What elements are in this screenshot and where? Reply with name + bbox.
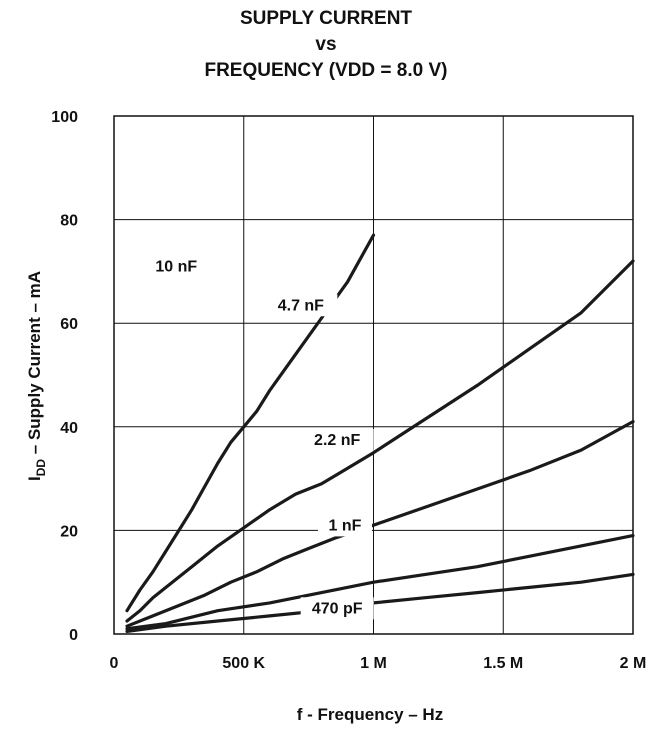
y-axis-label-rest: – Supply Current – mA: [25, 271, 44, 459]
series-labels: 10 nF 4.7 nF 2.2 nF 1 nF 470 pF: [144, 255, 374, 620]
series-line-3: [125, 533, 635, 631]
y-tick-label-1: 20: [60, 523, 78, 540]
series-line-4: [125, 572, 635, 634]
series-label-3: 1 nF: [329, 517, 362, 534]
chart-title-line-3: FREQUENCY (VDD = 8.0 V): [204, 60, 448, 81]
series-line-2: [125, 420, 635, 628]
x-tick-label-1: 500 K: [222, 655, 265, 672]
x-tick-label-3: 1.5 M: [483, 655, 523, 672]
x-tick-label-4: 2 M: [620, 655, 647, 672]
series-line-0: [125, 233, 376, 613]
series-label-1: 4.7 nF: [278, 297, 324, 314]
y-tick-labels: 0 20 40 60 80 100: [51, 109, 78, 644]
series-line-1: [125, 259, 635, 623]
x-tick-labels: 0 500 K 1 M 1.5 M 2 M: [110, 655, 647, 672]
plot-frame: [113, 115, 634, 635]
y-tick-label-2: 40: [60, 420, 78, 437]
y-axis-label: IDD – Supply Current – mA: [25, 271, 48, 481]
series-label-bg-3: [317, 514, 372, 537]
series-label-2: 2.2 nF: [314, 432, 360, 449]
series-label-bg-2: [300, 428, 374, 451]
chart-title-line-2: vs: [315, 34, 337, 55]
y-tick-label-0: 0: [69, 627, 78, 644]
x-axis-label: f - Frequency – Hz: [297, 705, 443, 724]
y-axis-label-main: I: [25, 476, 44, 481]
y-tick-label-3: 60: [60, 316, 78, 333]
series-label-4: 470 pF: [312, 600, 363, 617]
chart-title-line-1: SUPPLY CURRENT: [239, 8, 413, 29]
series-lines: [125, 233, 635, 634]
y-tick-label-5: 100: [51, 109, 78, 126]
x-tick-label-2: 1 M: [360, 655, 387, 672]
y-tick-label-4: 80: [60, 213, 78, 230]
grid: [114, 116, 633, 634]
series-label-bg-4: [300, 597, 374, 620]
series-label-bg-1: [264, 294, 338, 317]
series-label-0: 10 nF: [155, 258, 197, 275]
x-tick-label-0: 0: [110, 655, 119, 672]
series-label-bg-0: [144, 255, 209, 278]
y-axis-label-sub: DD: [34, 459, 48, 477]
